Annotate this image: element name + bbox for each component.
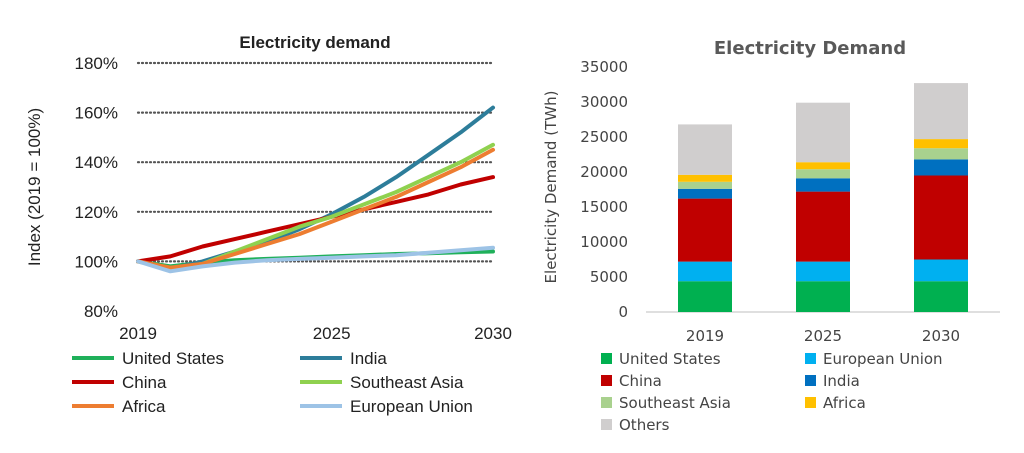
bar-africa-2019 — [678, 174, 732, 182]
left-legend-label: United States — [122, 349, 224, 368]
bar-southeast-asia-2030 — [914, 148, 968, 160]
left-legend-item-european-union: European Union — [300, 397, 473, 416]
left-y-tick-label: 140% — [75, 153, 118, 172]
left-legend-label: Southeast Asia — [350, 373, 464, 392]
left-x-tick-label: 2030 — [474, 324, 512, 343]
bar-others-2025 — [796, 102, 850, 163]
right-legend-item-european-union: European Union — [805, 350, 943, 368]
right-legend-item-africa: Africa — [805, 394, 866, 412]
left-chart-title: Electricity demand — [239, 33, 390, 52]
right-bars — [678, 83, 968, 312]
right-x-ticks: 2019 2025 2030 — [686, 327, 960, 345]
right-legend-swatch — [805, 353, 816, 364]
left-y-tick-label: 120% — [75, 203, 118, 222]
right-x-tick-label: 2030 — [922, 327, 960, 345]
bar-india-2030 — [914, 159, 968, 176]
left-legend-label: India — [350, 349, 387, 368]
right-y-tick-label: 35000 — [580, 58, 628, 76]
right-legend: United States European Union China India Sou… — [601, 350, 943, 434]
right-legend-item-others: Others — [601, 416, 670, 434]
left-y-tick-label: 160% — [75, 104, 118, 123]
right-legend-label: United States — [619, 350, 721, 368]
right-y-tick-label: 20000 — [580, 163, 628, 181]
bar-africa-2030 — [914, 139, 968, 149]
right-y-tick-label: 30000 — [580, 93, 628, 111]
right-y-ticks: 0 5000 10000 15000 20000 25000 30000 35000 — [580, 58, 1000, 321]
left-legend-item-southeast-asia: Southeast Asia — [300, 373, 464, 392]
left-legend-item-china: China — [72, 373, 167, 392]
left-legend-label: Africa — [122, 397, 166, 416]
right-y-tick-label: 25000 — [580, 128, 628, 146]
right-legend-swatch — [805, 397, 816, 408]
left-series-lines — [136, 105, 495, 274]
bar-european-union-2019 — [678, 261, 732, 282]
bar-india-2019 — [678, 188, 732, 199]
right-legend-label: China — [619, 372, 662, 390]
right-legend-swatch — [805, 375, 816, 386]
right-bar-chart: Electricity Demand Electricity Demand (T… — [542, 38, 1000, 434]
bar-european-union-2025 — [796, 261, 850, 282]
bar-others-2019 — [678, 124, 732, 175]
right-legend-label: European Union — [823, 350, 943, 368]
bar-others-2030 — [914, 83, 968, 140]
bar-european-union-2030 — [914, 259, 968, 282]
left-y-tick-label: 100% — [75, 252, 118, 271]
right-legend-label: Others — [619, 416, 670, 434]
left-legend-item-india: India — [300, 349, 387, 368]
right-legend-swatch — [601, 397, 612, 408]
left-x-tick-label: 2025 — [313, 324, 351, 343]
right-y-tick-label: 0 — [618, 303, 628, 321]
bar-africa-2025 — [796, 162, 850, 170]
bar-united-states-2030 — [914, 281, 968, 312]
bar-southeast-asia-2025 — [796, 169, 850, 179]
left-series-line-china — [136, 175, 495, 264]
right-legend-swatch — [601, 375, 612, 386]
right-legend-swatch — [601, 419, 612, 430]
left-series-line-india — [136, 105, 495, 271]
bar-southeast-asia-2019 — [678, 181, 732, 189]
bar-united-states-2019 — [678, 281, 732, 312]
right-legend-label: India — [823, 372, 860, 390]
right-x-tick-label: 2019 — [686, 327, 724, 345]
bar-china-2019 — [678, 198, 732, 262]
right-y-tick-label: 10000 — [580, 233, 628, 251]
bar-china-2025 — [796, 191, 850, 262]
bar-india-2025 — [796, 178, 850, 192]
left-y-tick-label: 80% — [84, 302, 118, 321]
right-legend-label: Southeast Asia — [619, 394, 731, 412]
right-legend-item-india: India — [805, 372, 860, 390]
left-gridlines — [136, 61, 495, 263]
right-legend-item-china: China — [601, 372, 662, 390]
left-series-line-africa — [136, 147, 495, 270]
left-y-ticks: 80% 100% 120% 140% 160% 180% — [75, 54, 118, 321]
right-y-tick-label: 15000 — [580, 198, 628, 216]
left-series-line-european-union — [136, 245, 495, 274]
left-legend: United States India China Southeast Asia Afr… — [72, 349, 473, 416]
bar-china-2030 — [914, 175, 968, 260]
bar-united-states-2025 — [796, 281, 850, 312]
left-x-tick-label: 2019 — [119, 324, 157, 343]
right-chart-title: Electricity Demand — [714, 38, 906, 59]
right-y-axis-label: Electricity Demand (TWh) — [542, 91, 560, 284]
right-legend-item-united-states: United States — [601, 350, 721, 368]
left-legend-item-africa: Africa — [72, 397, 166, 416]
right-y-tick-label: 5000 — [590, 268, 628, 286]
right-legend-swatch — [601, 353, 612, 364]
left-legend-item-united-states: United States — [72, 349, 224, 368]
right-legend-label: Africa — [823, 394, 866, 412]
left-line-chart: Electricity demand Index (2019 = 100%) 8… — [25, 33, 512, 416]
left-legend-label: China — [122, 373, 167, 392]
left-x-ticks: 2019 2025 2030 — [119, 324, 512, 343]
left-y-axis-label: Index (2019 = 100%) — [25, 108, 44, 266]
left-y-tick-label: 180% — [75, 54, 118, 73]
right-legend-item-southeast-asia: Southeast Asia — [601, 394, 731, 412]
left-legend-label: European Union — [350, 397, 473, 416]
right-x-tick-label: 2025 — [804, 327, 842, 345]
